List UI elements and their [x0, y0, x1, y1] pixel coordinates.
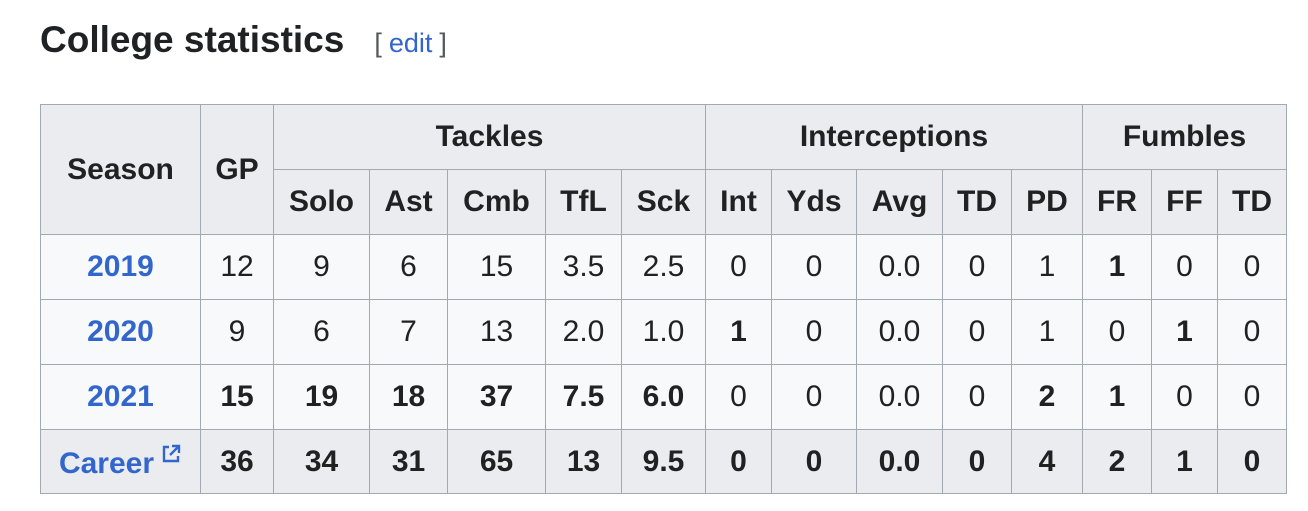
sck-cell: 1.0	[621, 299, 706, 365]
section-heading: College statistics [edit]	[40, 16, 447, 64]
career-label: Career	[58, 446, 155, 480]
solo-cell: 9	[273, 234, 370, 300]
column-header: Int	[705, 169, 772, 235]
fumble-td-cell: 0	[1217, 429, 1287, 494]
edit-bracket-open: [	[374, 28, 382, 58]
column-header: Solo	[273, 169, 370, 235]
fumbles-header: Fumbles	[1082, 104, 1287, 170]
column-header: TD	[942, 169, 1012, 235]
pd-cell: 1	[1011, 234, 1083, 300]
career-cell: Career	[40, 429, 201, 494]
gp-cell: 36	[200, 429, 274, 494]
ast-cell: 7	[369, 299, 448, 365]
fumble-td-cell: 0	[1217, 234, 1287, 300]
column-header-row: Solo Ast Cmb TfL Sck Int Yds Avg TD PD F…	[41, 169, 1287, 235]
yds-cell: 0	[771, 429, 857, 494]
season-cell: 2021	[40, 364, 201, 430]
season-link[interactable]: 2019	[87, 250, 154, 283]
pd-cell: 2	[1011, 364, 1083, 430]
column-header: Sck	[621, 169, 706, 235]
fr-cell: 0	[1082, 299, 1152, 365]
gp-header: GP	[200, 104, 274, 235]
solo-cell: 19	[273, 364, 370, 430]
sck-cell: 2.5	[621, 234, 706, 300]
yds-cell: 0	[771, 299, 857, 365]
cmb-cell: 15	[447, 234, 546, 300]
ff-cell: 0	[1151, 234, 1218, 300]
column-header: Cmb	[447, 169, 546, 235]
column-header: FR	[1082, 169, 1152, 235]
cmb-cell: 65	[447, 429, 546, 494]
tfl-cell: 2.0	[545, 299, 622, 365]
cmb-cell: 13	[447, 299, 546, 365]
interceptions-header: Interceptions	[705, 104, 1083, 170]
tfl-cell: 3.5	[545, 234, 622, 300]
tackles-header: Tackles	[273, 104, 706, 170]
external-link-icon	[162, 444, 181, 462]
ff-cell: 1	[1151, 429, 1218, 494]
tfl-cell: 7.5	[545, 364, 622, 430]
edit-bracket-close: ]	[439, 28, 447, 58]
edit-link[interactable]: edit	[388, 28, 433, 58]
pd-cell: 1	[1011, 299, 1083, 365]
fr-cell: 1	[1082, 234, 1152, 300]
sck-cell: 6.0	[621, 364, 706, 430]
career-row: Career 36 34 31 65 13 9.5 0 0 0.0 0 4 2 1 0	[40, 429, 1287, 494]
yds-cell: 0	[771, 364, 857, 430]
column-header: FF	[1151, 169, 1218, 235]
edit-section: [edit]	[374, 28, 447, 59]
page-title: College statistics	[40, 19, 345, 60]
gp-cell: 9	[200, 299, 274, 365]
int-td-cell: 0	[942, 234, 1012, 300]
sck-cell: 9.5	[621, 429, 706, 494]
ast-cell: 31	[369, 429, 448, 494]
int-cell: 0	[705, 429, 772, 494]
season-header: Season	[40, 104, 201, 235]
fumble-td-cell: 0	[1217, 364, 1287, 430]
ff-cell: 1	[1151, 299, 1218, 365]
ff-cell: 0	[1151, 364, 1218, 430]
fr-cell: 1	[1082, 364, 1152, 430]
int-td-cell: 0	[942, 429, 1012, 494]
solo-cell: 6	[273, 299, 370, 365]
career-link[interactable]: Career	[58, 444, 182, 480]
tfl-cell: 13	[545, 429, 622, 494]
table-row: 2019 12 9 6 15 3.5 2.5 0 0 0.0 0 1 1 0 0	[40, 234, 1287, 300]
fumble-td-cell: 0	[1217, 299, 1287, 365]
group-header-row: Season GP Tackles Interceptions Fumbles	[40, 104, 1287, 235]
gp-cell: 15	[200, 364, 274, 430]
solo-cell: 34	[273, 429, 370, 494]
column-header: PD	[1011, 169, 1083, 235]
yds-cell: 0	[771, 234, 857, 300]
avg-cell: 0.0	[856, 364, 943, 430]
column-header: Yds	[771, 169, 857, 235]
avg-cell: 0.0	[856, 299, 943, 365]
ast-cell: 18	[369, 364, 448, 430]
season-link[interactable]: 2021	[87, 380, 154, 413]
avg-cell: 0.0	[856, 429, 943, 494]
gp-cell: 12	[200, 234, 274, 300]
column-header: Ast	[369, 169, 448, 235]
season-cell: 2019	[40, 234, 201, 300]
table-row: 2020 9 6 7 13 2.0 1.0 1 0 0.0 0 1 0 1 0	[40, 299, 1287, 365]
fr-cell: 2	[1082, 429, 1152, 494]
int-cell: 0	[705, 234, 772, 300]
ast-cell: 6	[369, 234, 448, 300]
table-row: 2021 15 19 18 37 7.5 6.0 0 0 0.0 0 2 1 0 0	[40, 364, 1287, 430]
column-header: TD	[1217, 169, 1287, 235]
avg-cell: 0.0	[856, 234, 943, 300]
season-link[interactable]: 2020	[87, 315, 154, 348]
int-td-cell: 0	[942, 299, 1012, 365]
season-cell: 2020	[40, 299, 201, 365]
pd-cell: 4	[1011, 429, 1083, 494]
column-header: Avg	[856, 169, 943, 235]
column-header: TfL	[545, 169, 622, 235]
college-statistics-table: Season GP Tackles Interceptions Fumbles …	[40, 104, 1287, 494]
table-body: 2019 12 9 6 15 3.5 2.5 0 0 0.0 0 1 1 0 0 2020 9 6 7 13 2.…	[40, 234, 1287, 494]
int-cell: 0	[705, 364, 772, 430]
int-td-cell: 0	[942, 364, 1012, 430]
int-cell: 1	[705, 299, 772, 365]
cmb-cell: 37	[447, 364, 546, 430]
